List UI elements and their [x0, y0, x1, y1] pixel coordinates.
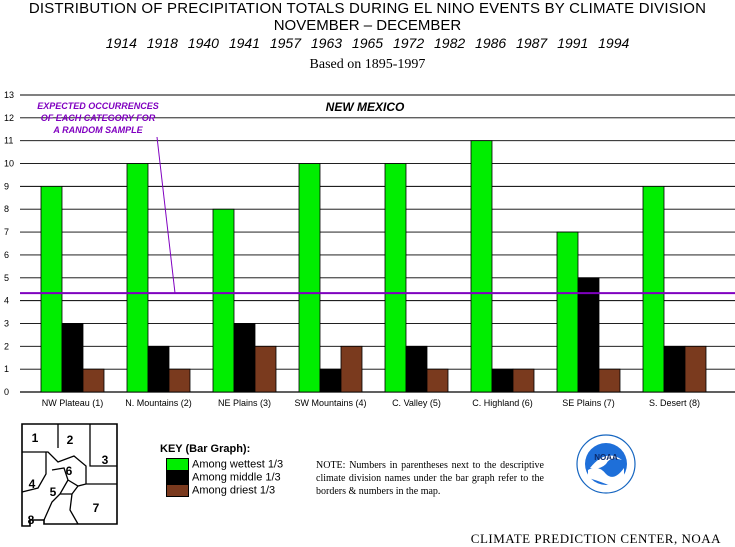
bar-1-2	[61, 323, 84, 393]
expected-label: OF EACH CATEGORY FOR	[41, 113, 156, 123]
x-tick-label: C. Valley (5)	[392, 398, 441, 408]
bar-2-2	[147, 345, 170, 393]
y-tick-label: 2	[4, 341, 9, 351]
noaa-logo: NOAA	[576, 434, 636, 494]
bar-6-2	[491, 368, 514, 393]
key-item: Among driest 1/3	[166, 484, 276, 497]
map-division-label: 1	[32, 431, 39, 445]
map-division-label: 7	[93, 501, 100, 515]
y-tick-label: 9	[4, 181, 9, 191]
map-division-label: 5	[50, 485, 57, 499]
x-tick-label: SW Mountains (4)	[294, 398, 366, 408]
based-on-text: Based on 1895-1997	[309, 57, 426, 72]
y-tick-label: 6	[4, 250, 9, 260]
chart-title-line2: NOVEMBER – DECEMBER	[273, 17, 462, 34]
el-nino-years: 1914 1918 1940 1941 1957 1963 1965 1972 …	[105, 35, 630, 51]
key-label: Among driest 1/3	[192, 484, 276, 497]
bar-3-2	[233, 323, 256, 393]
x-tick-label: S. Desert (8)	[649, 398, 700, 408]
bars	[40, 140, 707, 393]
map-division-label: 2	[67, 433, 74, 447]
bar-2-1	[126, 163, 149, 393]
credit-text: CLIMATE PREDICTION CENTER, NOAA	[470, 531, 721, 546]
key-title: KEY (Bar Graph):	[160, 443, 251, 455]
expected-label: EXPECTED OCCURRENCES	[37, 101, 159, 111]
logo-bird-icon	[590, 455, 622, 469]
y-tick-label: 5	[4, 273, 9, 283]
key-label: Among middle 1/3	[192, 471, 281, 484]
bar-7-2	[577, 277, 600, 393]
x-tick-label: C. Highland (6)	[472, 398, 533, 408]
bar-4-2	[319, 368, 342, 393]
bar-8-1	[642, 185, 665, 393]
bar-3-3	[254, 345, 277, 393]
expected-pointer	[156, 136, 176, 294]
bar-3-1	[212, 208, 235, 393]
bar-5-3	[426, 368, 449, 393]
state-title: NEW MEXICO	[326, 100, 405, 114]
bar-4-3	[340, 345, 363, 393]
map-division-label: 6	[66, 464, 73, 478]
key-item: Among wettest 1/3	[166, 458, 284, 471]
y-tick-label: 10	[4, 159, 14, 169]
map-division-label: 4	[29, 477, 36, 491]
new-mexico-division-map: 1 2 3 456 7 8	[21, 423, 118, 527]
key-label: Among wettest 1/3	[192, 458, 284, 471]
bar-8-3	[684, 345, 707, 393]
y-tick-label: 12	[4, 113, 14, 123]
key-swatch	[166, 484, 189, 497]
bar-7-1	[556, 231, 579, 393]
bar-2-3	[168, 368, 191, 393]
y-tick-label: 3	[4, 318, 9, 328]
y-tick-label: 13	[4, 90, 14, 100]
map-division-label: 3	[102, 453, 109, 467]
x-tick-label: NE Plains (3)	[218, 398, 271, 408]
x-axis-labels: NW Plateau (1) N. Mountains (2) NE Plains …	[42, 398, 700, 408]
bar-6-3	[512, 368, 535, 393]
y-tick-label: 4	[4, 296, 9, 306]
key-swatch	[166, 471, 189, 484]
division-borders	[21, 424, 117, 525]
bar-1-3	[82, 368, 105, 393]
y-tick-label: 11	[4, 136, 13, 146]
y-tick-label: 0	[4, 387, 9, 397]
y-tick-label: 7	[4, 227, 9, 237]
map-labels: 1 2 3 456 7 8	[28, 431, 109, 527]
bar-7-3	[598, 368, 621, 393]
bar-8-2	[663, 345, 686, 393]
bar-5-1	[384, 163, 407, 393]
expected-line-group: EXPECTED OCCURRENCES OF EACH CATEGORY FOR…	[20, 101, 735, 295]
y-tick-label: 8	[4, 204, 9, 214]
logo-text: NOAA	[594, 453, 618, 462]
x-tick-label: N. Mountains (2)	[125, 398, 192, 408]
chart-title-line1: DISTRIBUTION OF PRECIPITATION TOTALS DUR…	[28, 0, 707, 17]
note-text: NOTE: Numbers in parentheses next to the…	[316, 460, 544, 497]
key-item: Among middle 1/3	[166, 471, 281, 484]
expected-label: A RANDOM SAMPLE	[52, 125, 143, 135]
y-tick-label: 1	[4, 364, 9, 374]
bar-4-1	[298, 163, 321, 393]
bar-6-1	[470, 140, 493, 393]
map-division-label: 8	[28, 513, 35, 527]
x-tick-label: NW Plateau (1)	[42, 398, 104, 408]
key-swatch	[166, 458, 189, 471]
bar-5-2	[405, 345, 428, 393]
x-tick-label: SE Plains (7)	[562, 398, 615, 408]
bar-1-1	[40, 185, 63, 393]
